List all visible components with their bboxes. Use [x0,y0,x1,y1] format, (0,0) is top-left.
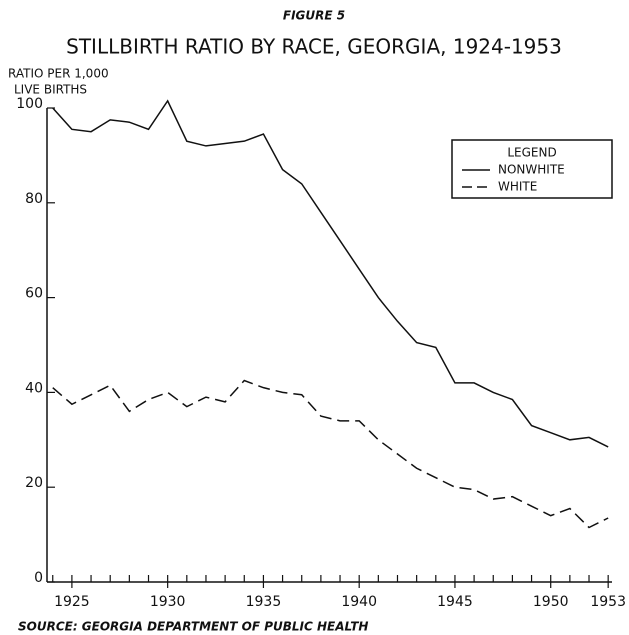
legend-box [451,139,613,199]
x-tick-label: 1945 [437,594,473,610]
y-tick-label: 40 [25,380,43,396]
y-tick-label: 100 [16,96,43,112]
legend-label: NONWHITE [498,163,565,177]
y-axis-label: RATIO PER 1,000 [8,67,109,81]
source: SOURCE: GEORGIA DEPARTMENT OF PUBLIC HEA… [18,620,368,634]
x-tick-label: 1935 [246,594,282,610]
legend-label: WHITE [498,180,537,194]
x-tick-label: 1950 [533,594,569,610]
x-tick-label: 1925 [54,594,90,610]
figure-label: FIGURE 5 [283,9,345,23]
y-tick-label: 20 [25,475,43,491]
line-series [52,99,609,448]
x-tick-label: 1953 [590,594,626,610]
legend-title: LEGEND [507,146,556,160]
y-tick-label: 0 [34,570,43,586]
x-tick-label: 1930 [150,594,186,610]
x-tick-label: 1940 [341,594,377,610]
y-axis-label: LIVE BIRTHS [14,83,87,97]
y-tick-label: 60 [25,286,43,302]
y-tick-label: 80 [25,191,43,207]
chart-title: STILLBIRTH RATIO BY RACE, GEORGIA, 1924-… [66,35,562,59]
line-series [52,379,609,529]
